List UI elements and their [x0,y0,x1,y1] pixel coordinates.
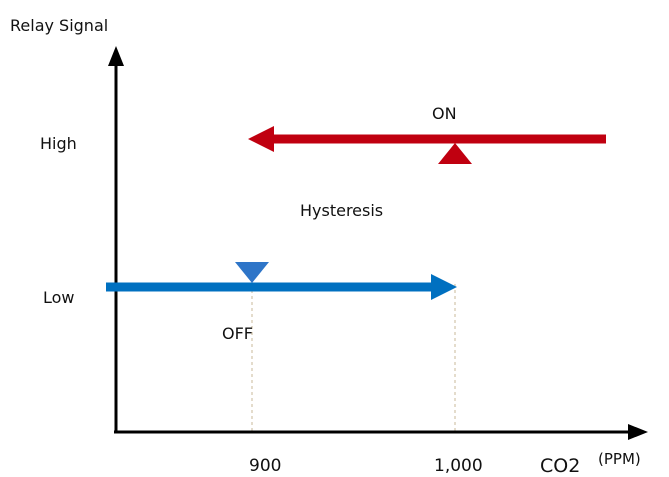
threshold-900-label: 900 [249,456,282,476]
y-axis-title: Relay Signal [10,16,109,35]
threshold-1000-label: 1,000 [434,456,483,476]
on-arrow [248,126,606,152]
level-low-label: Low [43,288,75,307]
x-axis-arrowhead [628,424,648,440]
off-arrow [106,274,457,300]
level-high-label: High [40,134,77,153]
x-axis [114,424,648,440]
hysteresis-label: Hysteresis [300,201,384,220]
transition-up-arrow [438,143,472,283]
x-axis-unit: (PPM) [598,450,641,468]
x-axis-title: CO2 [540,455,581,477]
state-off-label: OFF [222,324,253,343]
y-axis [108,46,124,432]
y-axis-arrowhead [108,46,124,66]
transition-down-arrow [235,146,269,283]
state-on-label: ON [432,104,457,123]
